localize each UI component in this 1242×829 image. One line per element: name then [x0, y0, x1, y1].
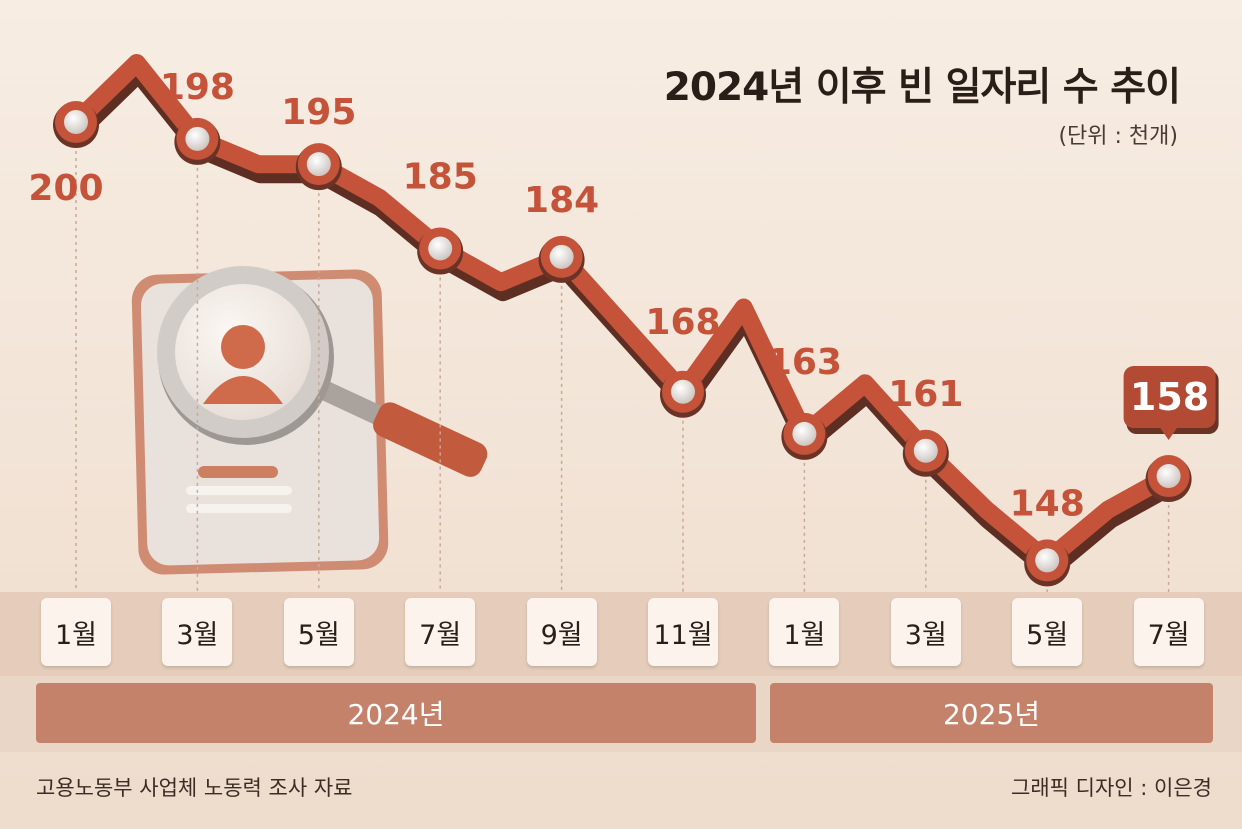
data-point	[306, 152, 331, 177]
data-point	[1035, 548, 1060, 573]
data-point	[1156, 464, 1181, 489]
data-point	[64, 110, 88, 134]
credit-note: 그래픽 디자인 : 이은경	[1011, 776, 1212, 800]
unit-label: (단위 : 천개)	[1058, 124, 1178, 149]
person-body-icon	[203, 376, 283, 404]
data-point	[185, 126, 210, 151]
x-tick-label: 7월	[1133, 598, 1204, 666]
x-tick-label: 3월	[890, 598, 961, 666]
x-tick-label: 3월	[162, 598, 233, 666]
data-point	[792, 421, 817, 446]
data-label: 161	[888, 374, 963, 415]
person-head-icon	[221, 325, 265, 369]
x-tick-label: 7월	[405, 598, 476, 666]
x-tick-label: 11월	[648, 598, 718, 666]
x-tick-label: 9월	[526, 598, 597, 666]
x-tick-label: 1월	[769, 598, 840, 666]
x-tick-label: 5월	[283, 598, 354, 666]
data-label: 198	[160, 67, 235, 108]
data-label: 185	[403, 156, 478, 197]
document-line	[186, 504, 292, 513]
data-label: 163	[767, 342, 842, 383]
magnifier-icon	[312, 378, 488, 477]
data-point	[671, 379, 695, 404]
job-search-illustration	[131, 266, 488, 575]
data-point	[549, 244, 574, 269]
document-line-accent	[198, 466, 278, 478]
year-label-2024: 2024년	[36, 683, 756, 743]
x-tick-label: 1월	[41, 598, 111, 666]
data-point	[428, 236, 453, 261]
highlight-value: 158	[1130, 375, 1209, 419]
data-point	[913, 438, 938, 463]
year-label-2025: 2025년	[770, 683, 1213, 743]
data-label: 148	[1010, 483, 1085, 524]
highlight-badge-pointer	[1159, 427, 1178, 441]
series-line	[67, 54, 1178, 570]
chart-title: 2024년 이후 빈 일자리 수 추이	[663, 65, 1181, 110]
document-line	[186, 486, 292, 495]
highlight-badge	[1123, 366, 1216, 429]
data-label: 184	[524, 180, 599, 221]
data-label: 168	[645, 302, 720, 343]
data-label: 200	[28, 168, 103, 209]
source-note: 고용노동부 사업체 노동력 조사 자료	[36, 776, 353, 800]
x-tick-label: 5월	[1012, 598, 1083, 666]
data-label: 195	[281, 92, 356, 133]
